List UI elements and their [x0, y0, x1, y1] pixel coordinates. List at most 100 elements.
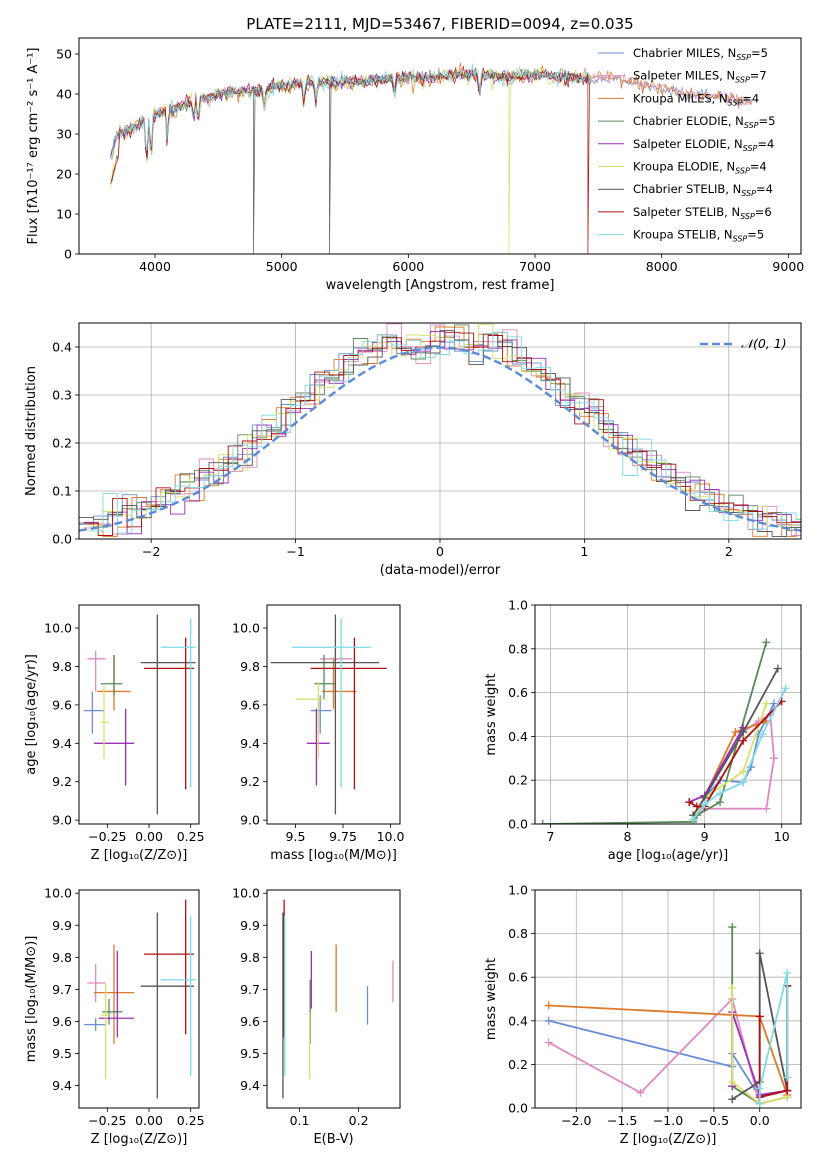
y-tick-label: 9.4 [240, 736, 260, 751]
weight-marker [762, 804, 771, 813]
residual-histogram [83, 323, 801, 536]
y-tick-label: 0.0 [508, 817, 528, 832]
x-axis-label: (data-model)/error [380, 563, 501, 578]
plot-area [270, 614, 387, 815]
residual-histogram [83, 331, 801, 536]
normal-curve [79, 346, 801, 532]
x-tick-label: 10.0 [377, 829, 405, 844]
weight-marker [755, 1099, 764, 1108]
weight-marker [755, 949, 764, 958]
legend-entry: 𝒩(0, 1) [741, 336, 787, 351]
x-tick-label: 9000 [772, 259, 804, 274]
x-tick-label: 7000 [519, 259, 551, 274]
y-tick-label: 9.6 [240, 1014, 260, 1029]
x-tick-label: 5000 [266, 259, 298, 274]
x-tick-label: 0.25 [177, 829, 205, 844]
plot-area [282, 899, 394, 1099]
y-tick-label: 9.5 [52, 1046, 72, 1061]
weight-marker [700, 800, 709, 809]
y-tick-label: 10 [56, 207, 72, 222]
x-tick-label: 0.00 [135, 829, 163, 844]
y-tick-label: 0.0 [508, 1101, 528, 1116]
weight-marker [739, 778, 748, 787]
legend-entry: Kroupa STELIB, NSSP=5 [633, 228, 764, 244]
panel-mass_vs_Z: −0.25 0.00 0.25 9.4 9.5 9.6 9.7 9.8 9.9 10.0 Z [lo… [24, 886, 205, 1147]
x-tick-label: −0.25 [88, 829, 126, 844]
plot-area [84, 614, 196, 815]
y-tick-label: 1.0 [508, 598, 528, 613]
y-tick-label: 9.5 [240, 1046, 260, 1061]
y-axis-label: Flux [fλ10⁻¹⁷ erg cm⁻² s⁻¹ A⁻¹] [26, 48, 41, 245]
y-tick-label: 10.0 [232, 621, 260, 636]
x-axis-label: Z [log₁₀(Z/Z⊙)] [91, 1132, 188, 1147]
x-axis-label: Z [log₁₀(Z/Z⊙)] [91, 848, 188, 863]
weight-marker [755, 1084, 764, 1093]
axes-frame [266, 604, 401, 825]
y-tick-label: 9.7 [240, 982, 260, 997]
x-tick-label: −1.0 [653, 1113, 683, 1128]
legend-entry: Kroupa MILES, NSSP=4 [633, 91, 759, 107]
panel-mass_vs_ebv: 0.1 0.2 9.4 9.5 9.6 9.7 9.8 9.9 10.0 E(B-V) [232, 886, 401, 1147]
weight-marker [692, 802, 701, 811]
x-tick-label: 6000 [392, 259, 424, 274]
x-tick-label: 0.25 [177, 1113, 205, 1128]
weight-marker [728, 1077, 737, 1086]
weight-marker [685, 798, 694, 807]
y-tick-label: 40 [56, 87, 72, 102]
plot-area [544, 923, 792, 1108]
x-tick-label: 4000 [139, 259, 171, 274]
weight-marker [538, 820, 547, 824]
legend-entry: Chabrier STELIB, NSSP=4 [633, 182, 773, 198]
weight-line [692, 687, 787, 821]
legend: Chabrier MILES, NSSP=5 Salpeter MILES, NS… [598, 46, 775, 244]
figure-title: PLATE=2111, MJD=53467, FIBERID=0094, z=0… [246, 15, 633, 33]
legend-entry: Kroupa ELODIE, NSSP=4 [633, 160, 767, 176]
legend-entry: Salpeter ELODIE, NSSP=4 [633, 137, 774, 153]
spectrum-line [110, 63, 592, 161]
y-tick-label: 0.2 [52, 436, 72, 451]
y-tick-label: 9.8 [240, 659, 260, 674]
spectrum-line [110, 66, 592, 254]
y-tick-label: 10.0 [44, 621, 72, 636]
spectrum-line [110, 67, 592, 254]
plot-area [110, 62, 753, 254]
axes-frame [534, 604, 802, 825]
y-tick-label: 0.4 [52, 340, 72, 355]
weight-line [758, 972, 789, 1104]
weight-marker [755, 1012, 764, 1021]
y-tick-label: 9.6 [52, 697, 72, 712]
panel-spectrum: 4000 5000 6000 7000 8000 9000 0 10 20 30 40 50 wavel… [26, 37, 804, 293]
weight-marker [716, 789, 725, 798]
x-tick-label: −0.5 [699, 1113, 729, 1128]
y-axis-label: mass [log₁₀(M/M⊙)] [24, 936, 39, 1063]
x-tick-label: 0.1 [290, 1113, 310, 1128]
weight-marker [544, 1038, 553, 1047]
y-tick-label: 1.0 [508, 883, 528, 898]
axes-frame [78, 889, 200, 1109]
y-tick-label: 0.6 [508, 970, 528, 985]
weight-marker [716, 798, 725, 807]
y-tick-label: 9.9 [240, 918, 260, 933]
y-tick-label: 9.2 [240, 774, 260, 789]
weight-marker [773, 664, 782, 673]
x-tick-label: 7 [546, 829, 554, 844]
weight-marker [783, 968, 792, 977]
y-tick-label: 9.9 [52, 918, 72, 933]
y-tick-label: 50 [56, 47, 72, 62]
axes-frame [78, 604, 200, 825]
y-tick-label: 9.4 [240, 1078, 260, 1093]
x-axis-label: age [log₁₀(age/yr)] [608, 848, 729, 863]
y-tick-label: 30 [56, 127, 72, 142]
weight-marker [636, 1088, 645, 1097]
y-axis-label: mass weight [484, 958, 499, 1040]
weight-marker [728, 1095, 737, 1104]
x-tick-label: −2.0 [561, 1113, 591, 1128]
x-tick-label: 0 [436, 544, 444, 559]
y-tick-label: 0.8 [508, 641, 528, 656]
residual-histogram [79, 329, 801, 538]
y-tick-label: 0.2 [508, 773, 528, 788]
axes-frame [266, 889, 401, 1109]
x-tick-label: −2 [142, 544, 160, 559]
y-tick-label: 0.3 [52, 388, 72, 403]
y-tick-label: 0 [64, 247, 72, 262]
